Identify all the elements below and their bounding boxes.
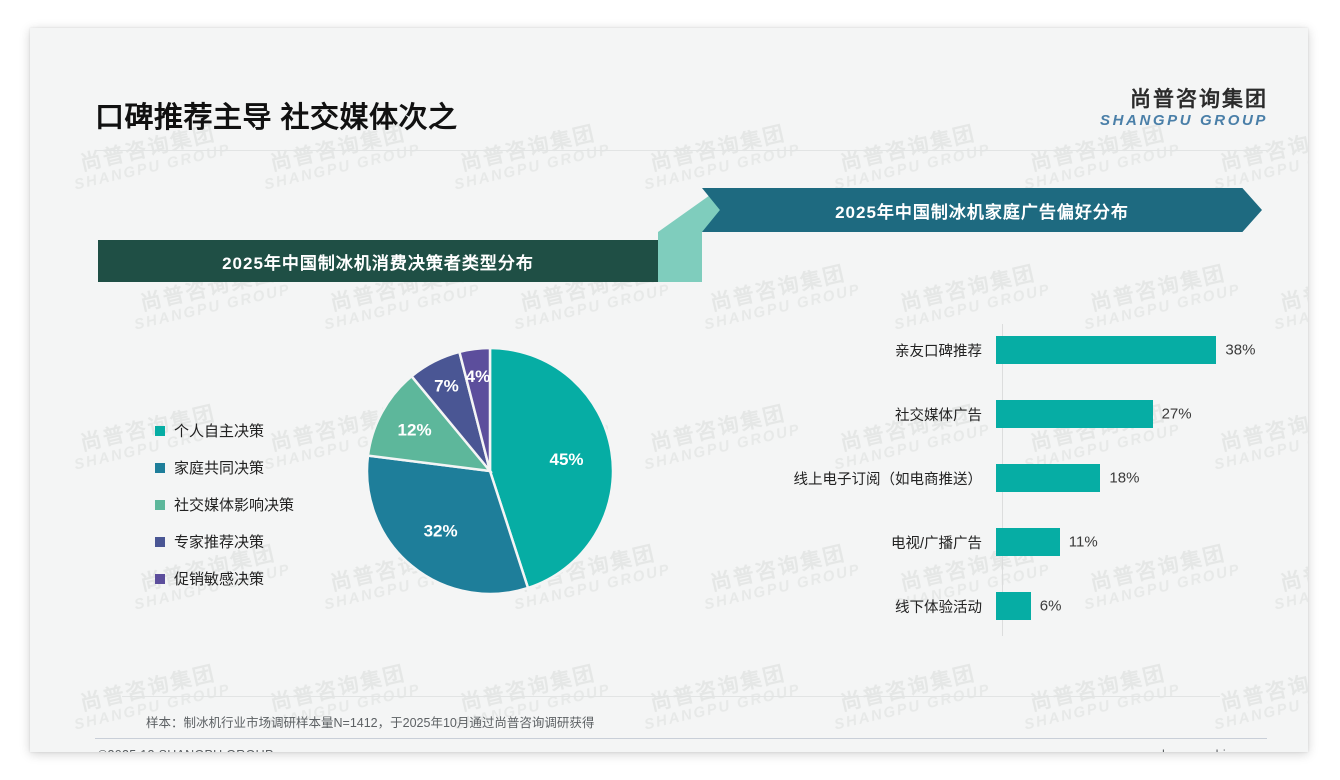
bar-category-label: 线下体验活动	[895, 599, 982, 616]
pie-slice[interactable]	[366, 374, 493, 473]
bar-category-label: 社交媒体广告	[895, 407, 982, 424]
bar-track: 27%	[996, 400, 1280, 428]
bar-track: 6%	[996, 592, 1280, 620]
pie-slice-label: 45%	[550, 450, 584, 469]
bar-fill[interactable]	[996, 592, 1031, 620]
legend-item[interactable]: 专家推荐决策	[155, 531, 294, 552]
legend-item[interactable]: 促销敏感决策	[155, 568, 294, 589]
pie-slice-label: 4%	[466, 367, 491, 386]
right-chart-banner-title: 2025年中国制冰机家庭广告偏好分布	[835, 202, 1129, 222]
bar-category-label: 电视/广播广告	[890, 535, 982, 552]
pie-slice-label: 32%	[424, 522, 458, 541]
legend-swatch-icon	[155, 425, 165, 436]
bar-category-label: 线上电子订阅（如电商推送）	[793, 471, 983, 488]
pie-chart-panel: 个人自主决策 家庭共同决策社交媒体影响决策 专家推荐决策 促销敏感决策 45% 32% 1…	[90, 328, 690, 658]
bar-value-label: 38%	[1225, 341, 1256, 359]
page-title: 口碑推荐主导 社交媒体次之	[95, 102, 458, 134]
bar-value-label: 27%	[1161, 405, 1192, 423]
bar-fill[interactable]	[996, 400, 1153, 428]
pie-chart: 45% 32% 12% 7% 4%	[365, 346, 615, 596]
left-chart-banner: 2025年中国制冰机消费决策者类型分布	[98, 240, 658, 282]
bar-value-label: 11%	[1068, 533, 1098, 551]
legend-item[interactable]: 家庭共同决策	[155, 457, 294, 478]
bar-track: 38%	[996, 336, 1280, 364]
pie-slice[interactable]	[488, 346, 615, 590]
legend-item-label: 个人自主决策	[174, 423, 265, 440]
bar-chart-row[interactable]: 亲友口碑推荐 38%	[720, 336, 1280, 364]
company-logo: 尚普咨询集团 SHANGPU GROUP	[1100, 88, 1268, 130]
legend-item-label: 专家推荐决策	[174, 534, 265, 551]
right-chart-banner: 2025年中国制冰机家庭广告偏好分布	[702, 188, 1262, 232]
bar-fill[interactable]	[996, 336, 1217, 364]
sample-note: 样本：制冰机行业市场调研样本量N=1412，于2025年10月通过尚普咨询调研获…	[146, 716, 595, 730]
logo-english-text: SHANGPU GROUP	[1100, 112, 1268, 130]
header-divider	[95, 150, 1267, 151]
right-banner-arrow-shape	[702, 188, 1262, 232]
bar-chart-panel: 亲友口碑推荐 38% 社交媒体广告 27% 线上电子订阅（如电商推送） 18% 电视/广播广…	[720, 318, 1280, 658]
legend-item-label: 促销敏感决策	[174, 571, 265, 588]
legend-item-label: 家庭共同决策	[174, 460, 265, 477]
bar-fill[interactable]	[996, 528, 1060, 556]
pie-slice-label: 12%	[398, 421, 432, 440]
bar-chart-row[interactable]: 线上电子订阅（如电商推送） 18%	[720, 464, 1280, 492]
legend-swatch-icon	[155, 573, 165, 584]
pie-chart-svg: 45% 32% 12% 7% 4%	[365, 346, 615, 596]
legend-item[interactable]: 社交媒体影响决策	[155, 494, 294, 515]
legend-swatch-icon	[155, 536, 165, 547]
slide-header: 口碑推荐主导 社交媒体次之 尚普咨询集团 SHANGPU GROUP	[30, 28, 1308, 151]
slide-card: 尚普咨询集团 SHANGPU GROUP 尚普咨询集团 SHANGPU GROUP 尚普…	[30, 28, 1308, 752]
bar-category-label: 亲友口碑推荐	[895, 343, 982, 360]
section-banners: 2025年中国制冰机消费决策者类型分布 2025年中国制冰机家庭广告偏好分布	[30, 28, 1308, 328]
bar-value-label: 6%	[1039, 597, 1062, 615]
pie-legend: 个人自主决策 家庭共同决策社交媒体影响决策 专家推荐决策 促销敏感决策	[155, 420, 294, 605]
legend-item[interactable]: 个人自主决策	[155, 420, 294, 441]
bar-chart-row[interactable]: 线下体验活动 6%	[720, 592, 1280, 620]
legend-swatch-icon	[155, 499, 165, 510]
footer-website[interactable]: www.shangpu-china.com	[1125, 748, 1268, 752]
footer-copyright: ©2025.12 SHANGPU GROUP	[98, 748, 274, 752]
legend-swatch-icon	[155, 462, 165, 473]
bar-value-label: 18%	[1109, 469, 1140, 487]
left-chart-banner-title: 2025年中国制冰机消费决策者类型分布	[222, 253, 534, 273]
bar-chart-row[interactable]: 社交媒体广告 27%	[720, 400, 1280, 428]
logo-chinese-text: 尚普咨询集团	[1130, 88, 1268, 111]
bar-chart-row[interactable]: 电视/广播广告 11%	[720, 528, 1280, 556]
legend-item-label: 社交媒体影响决策	[174, 497, 295, 514]
pie-slice[interactable]	[457, 346, 492, 472]
pie-slice-label: 7%	[434, 377, 459, 396]
footer-divider	[95, 738, 1267, 739]
bar-track: 11%	[996, 528, 1280, 556]
bar-fill[interactable]	[996, 464, 1101, 492]
pie-slice[interactable]	[365, 454, 530, 596]
slide-footer: ©2025.12 SHANGPU GROUP www.shangpu-china…	[30, 744, 1308, 752]
banner-connector-shape	[658, 188, 764, 282]
bar-track: 18%	[996, 464, 1280, 492]
note-divider	[122, 696, 1220, 697]
